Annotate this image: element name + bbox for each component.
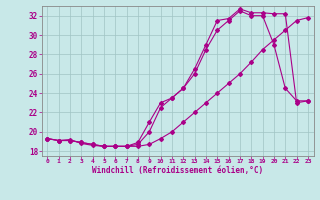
- X-axis label: Windchill (Refroidissement éolien,°C): Windchill (Refroidissement éolien,°C): [92, 166, 263, 175]
